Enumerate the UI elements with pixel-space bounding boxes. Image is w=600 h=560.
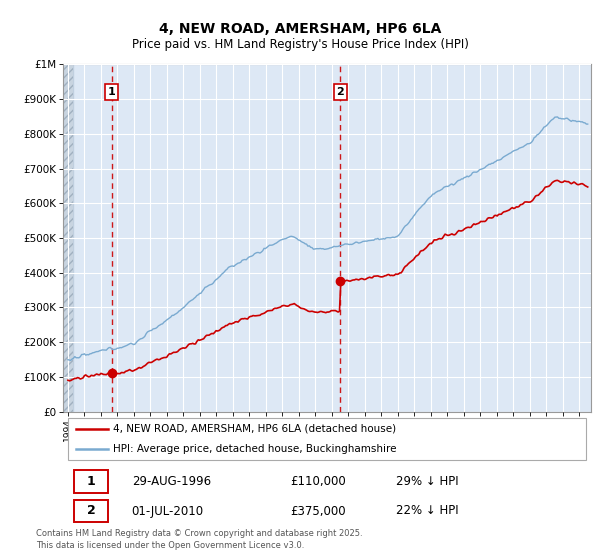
Text: 2: 2	[337, 87, 344, 97]
Text: £375,000: £375,000	[290, 505, 346, 517]
Text: 22% ↓ HPI: 22% ↓ HPI	[395, 505, 458, 517]
Text: 4, NEW ROAD, AMERSHAM, HP6 6LA: 4, NEW ROAD, AMERSHAM, HP6 6LA	[159, 22, 441, 36]
Text: 29% ↓ HPI: 29% ↓ HPI	[395, 475, 458, 488]
Text: 01-JUL-2010: 01-JUL-2010	[131, 505, 204, 517]
Text: HPI: Average price, detached house, Buckinghamshire: HPI: Average price, detached house, Buck…	[113, 444, 397, 454]
FancyBboxPatch shape	[74, 470, 108, 493]
Text: 4, NEW ROAD, AMERSHAM, HP6 6LA (detached house): 4, NEW ROAD, AMERSHAM, HP6 6LA (detached…	[113, 424, 396, 434]
Text: 29-AUG-1996: 29-AUG-1996	[131, 475, 211, 488]
Text: 1: 1	[108, 87, 116, 97]
Text: Contains HM Land Registry data © Crown copyright and database right 2025.
This d: Contains HM Land Registry data © Crown c…	[35, 529, 362, 550]
Text: £110,000: £110,000	[290, 475, 346, 488]
Text: 2: 2	[86, 505, 95, 517]
FancyBboxPatch shape	[74, 500, 108, 522]
Text: Price paid vs. HM Land Registry's House Price Index (HPI): Price paid vs. HM Land Registry's House …	[131, 38, 469, 50]
FancyBboxPatch shape	[68, 418, 586, 460]
Bar	[63, 64, 73, 412]
Text: 1: 1	[86, 475, 95, 488]
